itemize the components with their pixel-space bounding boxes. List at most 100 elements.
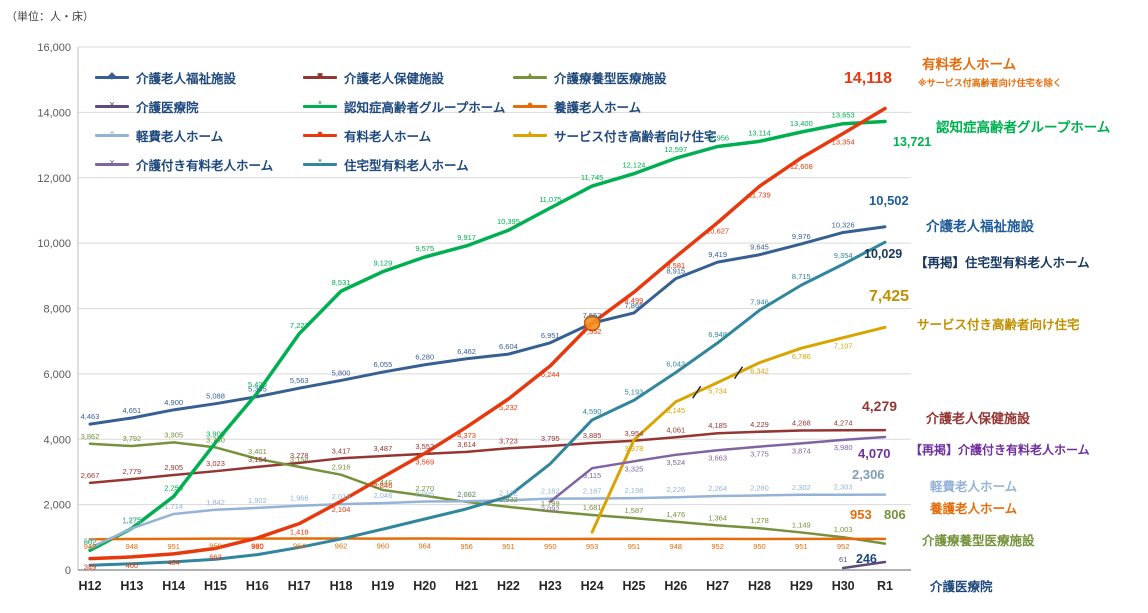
- x-tick-label: R1: [877, 579, 893, 593]
- point-label: 3,569: [415, 457, 434, 466]
- highlight-circle: [583, 314, 601, 332]
- point-label: 3,795: [541, 434, 560, 443]
- point-label: 1,842: [206, 498, 225, 507]
- series-line: [88, 225, 887, 426]
- point-label: 4,373: [457, 431, 476, 440]
- point-label: 8,531: [332, 278, 351, 287]
- annotation-value-keihi: 2,306: [852, 467, 885, 482]
- point-label: 4,268: [792, 418, 811, 427]
- point-label: 4,590: [583, 407, 602, 416]
- point-label: 9,917: [457, 233, 476, 242]
- point-label: 4,229: [750, 420, 769, 429]
- point-label: 2,046: [374, 491, 393, 500]
- point-label: 3,792: [122, 434, 141, 443]
- x-tick-label: H26: [664, 579, 687, 593]
- annotation-value-group-home: 13,721: [893, 135, 932, 149]
- legend-marker-icon: *: [303, 100, 337, 110]
- series-line: [88, 428, 887, 485]
- series-line: [88, 240, 887, 567]
- point-label: 9,581: [666, 261, 685, 270]
- point-label: 3,401: [248, 447, 267, 456]
- point-label: 960: [251, 542, 264, 551]
- point-label: 5,420: [248, 380, 267, 389]
- unit-label: （単位：人・床）: [6, 11, 94, 23]
- series-line: [88, 493, 887, 550]
- point-label: 61: [839, 555, 847, 564]
- point-label: 959: [209, 542, 222, 551]
- legend-marker-icon: ×: [95, 100, 129, 110]
- point-label: 11,745: [581, 173, 603, 182]
- point-label: 9,575: [415, 244, 434, 253]
- point-label: 1,714: [164, 502, 183, 511]
- x-tick-label: H30: [832, 579, 855, 593]
- series-line: [88, 119, 887, 553]
- point-label: 8,715: [792, 272, 811, 281]
- point-label: 2,250: [164, 483, 183, 492]
- point-label: 4,274: [834, 418, 853, 427]
- point-label: 7,865: [625, 301, 644, 310]
- y-tick-label: 8,000: [43, 304, 71, 316]
- point-label: 663: [209, 552, 222, 561]
- y-tick-label: 12,000: [37, 173, 71, 185]
- x-tick-label: H25: [622, 579, 645, 593]
- y-tick-label: 14,000: [37, 107, 71, 119]
- annotation-label-kaigotsuki: 【再掲】介護付き有料老人ホーム: [910, 443, 1090, 457]
- point-label: 1,364: [708, 513, 727, 522]
- annotation-value-kaigotsuki: 4,070: [858, 446, 891, 461]
- point-label: 3,487: [374, 444, 393, 453]
- point-label: 1,418: [290, 528, 309, 537]
- point-label: 2,226: [666, 485, 685, 494]
- point-label: 964: [418, 541, 431, 550]
- point-label: 951: [502, 542, 515, 551]
- point-label: 400: [126, 561, 139, 570]
- point-label: 12,956: [706, 134, 729, 143]
- annotation-value-iryoin: 246: [856, 552, 877, 566]
- point-label: 2,270: [415, 484, 434, 493]
- annotation-label-hoken: 介護老人保健施設: [926, 411, 1031, 426]
- point-label: 956: [460, 542, 473, 551]
- point-label: 5,305: [248, 385, 267, 394]
- y-tick-label: 4,000: [43, 434, 71, 446]
- legend-marker-icon: ●: [513, 100, 547, 110]
- point-label: 5,232: [499, 403, 518, 412]
- annotation-value-ryoyo: 806: [884, 507, 906, 522]
- x-tick-label: H16: [246, 579, 269, 593]
- annotation-label-yuryo-home: 有料老人ホーム: [922, 57, 1017, 72]
- point-label: 3,874: [792, 446, 811, 455]
- point-label: 1,932: [499, 495, 518, 504]
- series-line: [549, 435, 887, 503]
- point-label: 11,739: [748, 190, 770, 199]
- point-label: 602: [84, 537, 97, 546]
- point-label: 942: [84, 542, 97, 551]
- x-tick-label: H23: [539, 579, 562, 593]
- point-label: 5,193: [625, 387, 644, 396]
- legend-marker-icon: ●: [303, 129, 337, 139]
- point-label: 3,750: [206, 435, 225, 444]
- legend-item-1: ■ 介護老人保健施設: [303, 68, 444, 86]
- point-label: 7,107: [834, 342, 853, 351]
- point-label: 4,463: [81, 412, 100, 421]
- x-tick-label: H15: [204, 579, 227, 593]
- point-label: 2,302: [792, 483, 811, 492]
- legend-label: 有料老人ホーム: [344, 129, 432, 144]
- legend-item-4: * 認知症高齢者グループホーム: [303, 97, 505, 115]
- legend-item-7: ● 有料老人ホーム: [303, 126, 431, 144]
- point-label: 4,185: [708, 421, 727, 430]
- point-label: 3,524: [666, 458, 685, 467]
- series-line: [88, 441, 887, 545]
- annotation-value-yogo: 953: [850, 507, 872, 522]
- point-label: 5,800: [332, 368, 351, 377]
- point-label: 10,627: [706, 227, 729, 236]
- legend-label: 認知症高齢者グループホーム: [344, 100, 506, 115]
- point-label: 6,280: [415, 353, 434, 362]
- point-label: 2,187: [583, 487, 602, 496]
- point-label: 6,604: [499, 342, 518, 351]
- point-label: 6,786: [792, 352, 811, 361]
- point-label: 3,980: [834, 443, 853, 452]
- point-label: 6,342: [750, 367, 769, 376]
- point-label: 953: [586, 542, 599, 551]
- x-tick-label: H19: [371, 579, 394, 593]
- point-label: 3,862: [81, 432, 100, 441]
- legend-item-6: + 軽費老人ホーム: [95, 126, 223, 144]
